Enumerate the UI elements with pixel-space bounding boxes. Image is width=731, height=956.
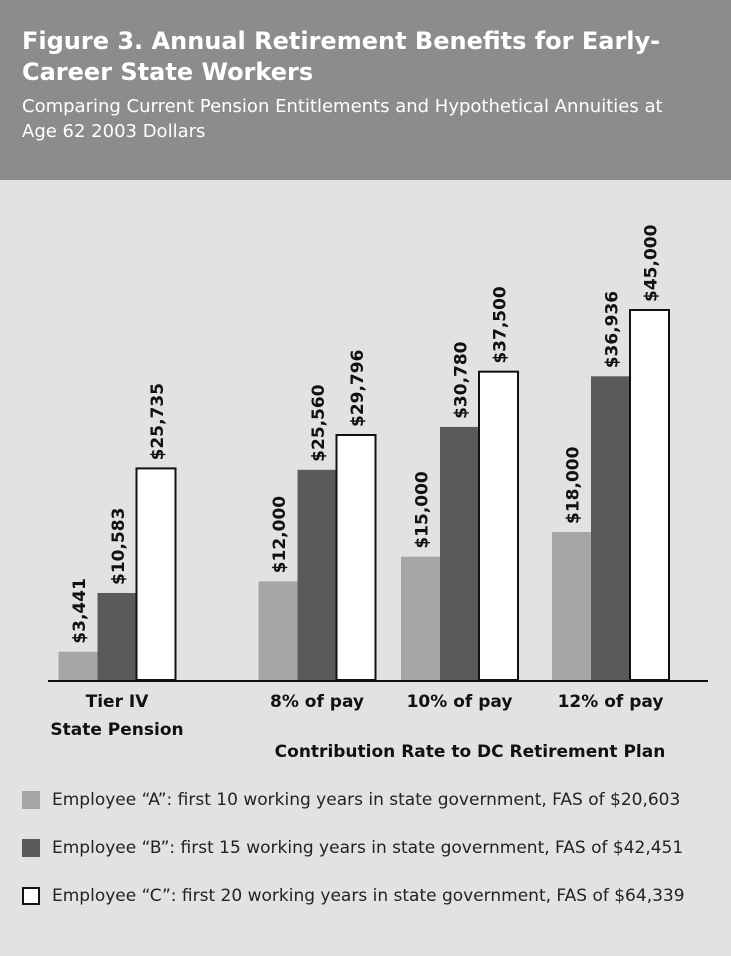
bar (258, 581, 298, 680)
data-label: $29,796 (348, 350, 368, 427)
legend-label: Employee “A”: first 10 working years in … (52, 790, 681, 810)
x-axis-label: Contribution Rate to DC Retirement Plan (274, 742, 666, 762)
data-label: $45,000 (642, 224, 662, 302)
chart-subtitle: Comparing Current Pension Entitlements a… (22, 96, 663, 142)
bar (629, 309, 670, 681)
chart-title: Figure 3. Annual Retirement Benefits for… (22, 27, 661, 86)
bar (478, 370, 519, 681)
bar (440, 426, 479, 680)
bar (58, 651, 98, 680)
bar (297, 469, 337, 680)
bar (335, 434, 377, 682)
legend-swatch (22, 839, 40, 857)
bar (97, 592, 137, 680)
legend-swatch (22, 791, 40, 809)
data-label: $37,500 (491, 286, 511, 364)
legend-item: Employee “B”: first 15 working years in … (22, 836, 712, 860)
legend-label: Employee “B”: first 15 working years in … (52, 838, 684, 858)
bar (552, 532, 591, 680)
bar (401, 556, 440, 680)
x-tick-label: 8% of pay (270, 692, 364, 712)
data-label: $25,560 (309, 384, 329, 462)
data-label: $12,000 (270, 496, 290, 574)
data-label: $10,583 (109, 508, 129, 585)
legend-label: Employee “C”: first 20 working years in … (52, 886, 685, 906)
x-tick-label: 10% of pay (406, 692, 513, 712)
header (0, 0, 731, 180)
data-label: $25,735 (148, 383, 168, 460)
data-label: $18,000 (564, 446, 584, 524)
legend-item: Employee “C”: first 20 working years in … (22, 884, 712, 908)
data-label: $15,000 (413, 471, 433, 549)
legend-item: Employee “A”: first 10 working years in … (22, 788, 712, 812)
data-label: $36,936 (603, 291, 623, 368)
data-label: $30,780 (452, 341, 472, 419)
bar (135, 467, 177, 682)
x-tick-label: Tier IV State Pension (50, 692, 184, 740)
data-label: $3,441 (70, 578, 90, 644)
x-tick-label: 12% of pay (557, 692, 664, 712)
bar (591, 376, 630, 680)
legend-swatch (22, 887, 40, 905)
